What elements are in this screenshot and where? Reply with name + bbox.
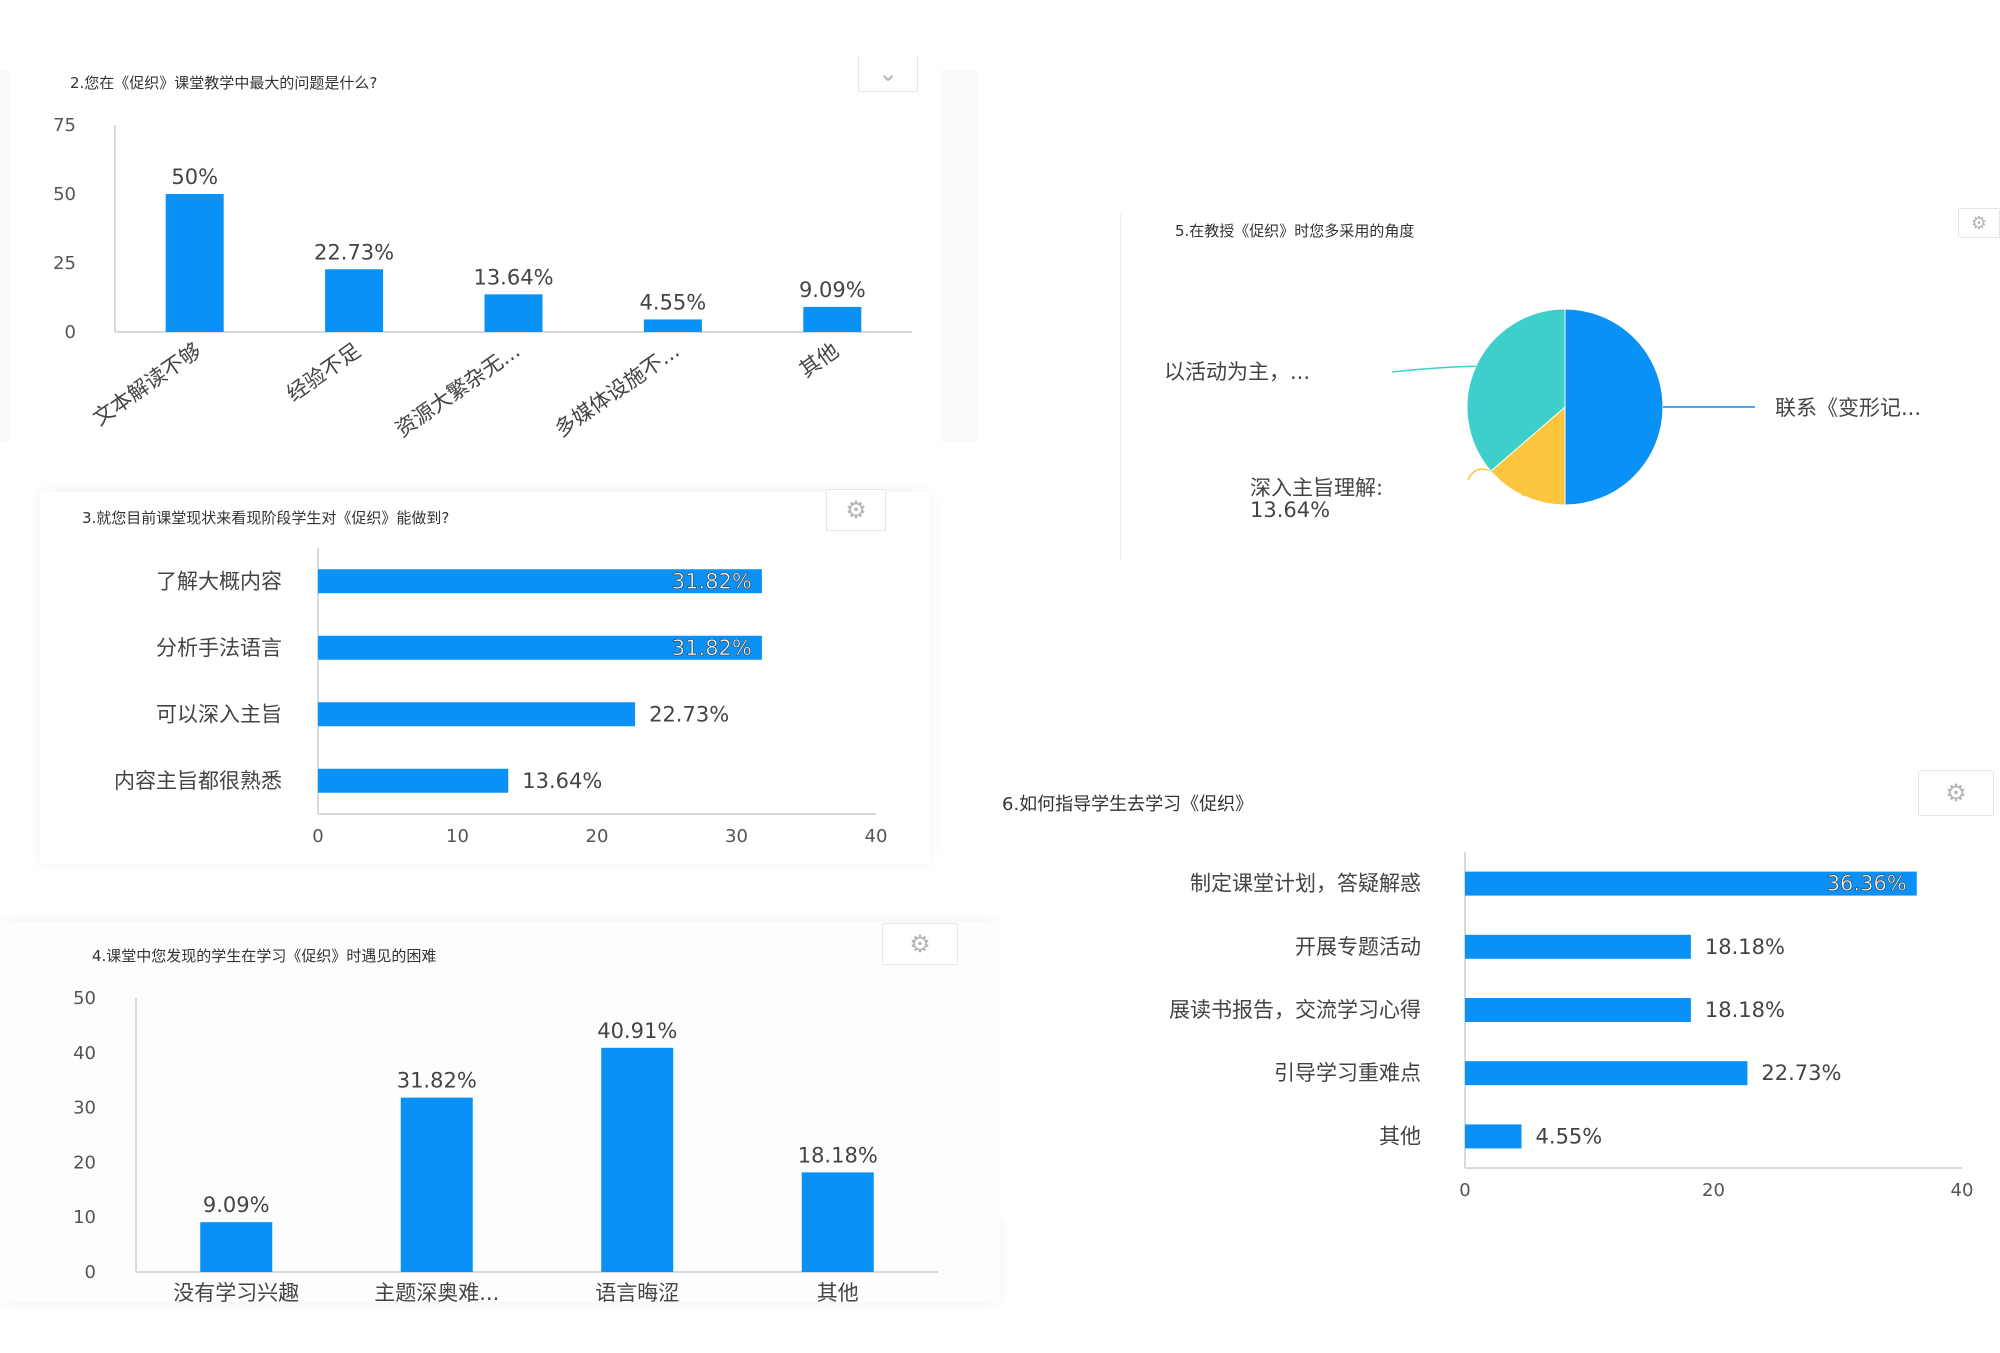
- pie-slice: [1564, 308, 1664, 506]
- bar: [1465, 998, 1691, 1022]
- hbar-chart-q3: 0 10 20 30 40 了解大概内容 31.82% 分析手法语言 31.82% 可以深入主旨 2…: [114, 548, 888, 847]
- bar: [400, 1097, 473, 1272]
- data-label: 9.09%: [203, 1193, 270, 1217]
- data-label: 22.73%: [314, 240, 394, 264]
- bar: [1465, 871, 1917, 896]
- bar: [1465, 1124, 1522, 1149]
- gear-icon[interactable]: ⚙: [1958, 208, 2000, 238]
- slice-label: 以活动为主，...: [1164, 360, 1310, 384]
- x-tick-label: 20: [586, 826, 609, 847]
- bar: [318, 768, 509, 793]
- x-tick-label: 20: [1702, 1180, 1725, 1201]
- data-label: 36.36%: [1827, 872, 1907, 896]
- leader-line: [1391, 365, 1476, 373]
- bar: [601, 1047, 674, 1272]
- chart-title-q6: 6.如何指导学生去学习《促织》: [1002, 794, 1254, 815]
- category-label: 资源大繁杂无...: [391, 338, 524, 441]
- category-label: 多媒体设施不...: [550, 338, 683, 441]
- category-label: 其他: [817, 1281, 859, 1305]
- pie-chart-q5: 联系《变形记... 深入主旨理解: 13.64% 以活动为主，...: [1164, 308, 1921, 522]
- y-tick-label: 50: [73, 988, 96, 1009]
- y-tick-label: 40: [73, 1043, 96, 1064]
- chart-panel-q2: [0, 70, 978, 442]
- x-tick-label: 10: [446, 826, 469, 847]
- slice-label: 深入主旨理解: 13.64%: [1250, 476, 1383, 522]
- data-label: 22.73%: [649, 702, 729, 726]
- category-label: 经验不足: [282, 338, 365, 406]
- bar: [318, 702, 636, 727]
- gear-icon[interactable]: ⚙: [882, 923, 958, 965]
- bar: [200, 1222, 273, 1272]
- category-label: 主题深奥难...: [374, 1281, 499, 1305]
- category-label: 引导学习重难点: [1274, 1061, 1421, 1085]
- chart-title-q3: 3.就您目前课堂现状来看现阶段学生对《促织》能做到?: [82, 509, 450, 527]
- x-tick-label: 30: [725, 826, 748, 847]
- data-label: 18.18%: [798, 1143, 878, 1167]
- gear-icon[interactable]: ⚙: [826, 489, 886, 531]
- pie-slice: [1466, 308, 1566, 472]
- x-tick-label: 40: [1951, 1180, 1974, 1201]
- category-label: 没有学习兴趣: [173, 1281, 299, 1305]
- bar: [325, 269, 384, 332]
- data-label: 22.73%: [1761, 1061, 1841, 1085]
- x-tick-label: 0: [1459, 1180, 1470, 1201]
- data-label: 31.82%: [672, 636, 752, 660]
- y-tick-label: 50: [53, 184, 76, 205]
- bar-chart-q4: 0 10 20 30 40 50 9.09% 没有学习兴趣 31.82% 主题深奥难... 40.9…: [73, 988, 938, 1305]
- y-tick-label: 25: [53, 253, 76, 274]
- bar: [801, 1172, 874, 1272]
- chevron-down-icon[interactable]: ⌄: [858, 55, 918, 92]
- data-label: 40.91%: [597, 1019, 677, 1043]
- bar: [1465, 1061, 1748, 1086]
- gear-icon[interactable]: ⚙: [1918, 770, 1994, 816]
- y-tick-label: 10: [73, 1207, 96, 1228]
- bar: [165, 194, 224, 332]
- data-label: 18.18%: [1705, 935, 1785, 959]
- bar-chart-q2: 0 25 50 75 50% 文本解读不够 22.73% 经验不足 13.64% 资源大繁杂无..…: [53, 115, 912, 442]
- y-tick-label: 0: [65, 322, 76, 343]
- category-label: 了解大概内容: [156, 569, 282, 593]
- data-label: 18.18%: [1705, 998, 1785, 1022]
- data-label: 31.82%: [672, 569, 752, 593]
- x-tick-label: 40: [865, 826, 888, 847]
- data-label: 13.64%: [522, 769, 602, 793]
- data-label: 31.82%: [397, 1069, 477, 1093]
- chart-panel-q3: [40, 492, 930, 864]
- data-label: 13.64%: [473, 265, 553, 289]
- category-label: 分析手法语言: [156, 636, 282, 660]
- bar: [1465, 934, 1691, 959]
- category-label: 其他: [1379, 1124, 1421, 1148]
- y-tick-label: 20: [73, 1152, 96, 1173]
- data-label: 9.09%: [799, 278, 866, 302]
- chart-title-q4: 4.课堂中您发现的学生在学习《促织》时遇见的困难: [92, 947, 437, 965]
- category-label: 制定课堂计划，答疑解惑: [1190, 872, 1421, 896]
- data-label: 4.55%: [1536, 1124, 1603, 1148]
- bar: [318, 635, 762, 660]
- bar: [643, 319, 702, 332]
- leader-line: [1467, 468, 1525, 497]
- category-label: 文本解读不够: [89, 338, 206, 430]
- x-tick-label: 0: [312, 826, 323, 847]
- slice-label: 联系《变形记...: [1775, 396, 1921, 420]
- category-label: 其他: [795, 338, 843, 382]
- category-label: 语言晦涩: [595, 1281, 679, 1305]
- bar: [318, 569, 762, 594]
- category-label: 内容主旨都很熟悉: [114, 769, 282, 793]
- hbar-chart-q6: 0 20 40 制定课堂计划，答疑解惑 36.36% 开展专题活动 18.18% 展读书报告，…: [1169, 852, 1974, 1201]
- bar: [803, 306, 862, 332]
- data-label: 4.55%: [640, 290, 707, 314]
- category-label: 开展专题活动: [1295, 935, 1421, 959]
- data-label: 50%: [171, 165, 218, 189]
- y-tick-label: 75: [53, 115, 76, 136]
- y-tick-label: 0: [85, 1262, 96, 1283]
- y-tick-label: 30: [73, 1098, 96, 1119]
- chart-title-q5: 5.在教授《促织》时您多采用的角度: [1175, 222, 1415, 240]
- category-label: 可以深入主旨: [156, 702, 282, 726]
- bar: [484, 294, 543, 332]
- category-label: 展读书报告，交流学习心得: [1169, 998, 1421, 1022]
- chart-title-q2: 2.您在《促织》课堂教学中最大的问题是什么?: [70, 74, 378, 92]
